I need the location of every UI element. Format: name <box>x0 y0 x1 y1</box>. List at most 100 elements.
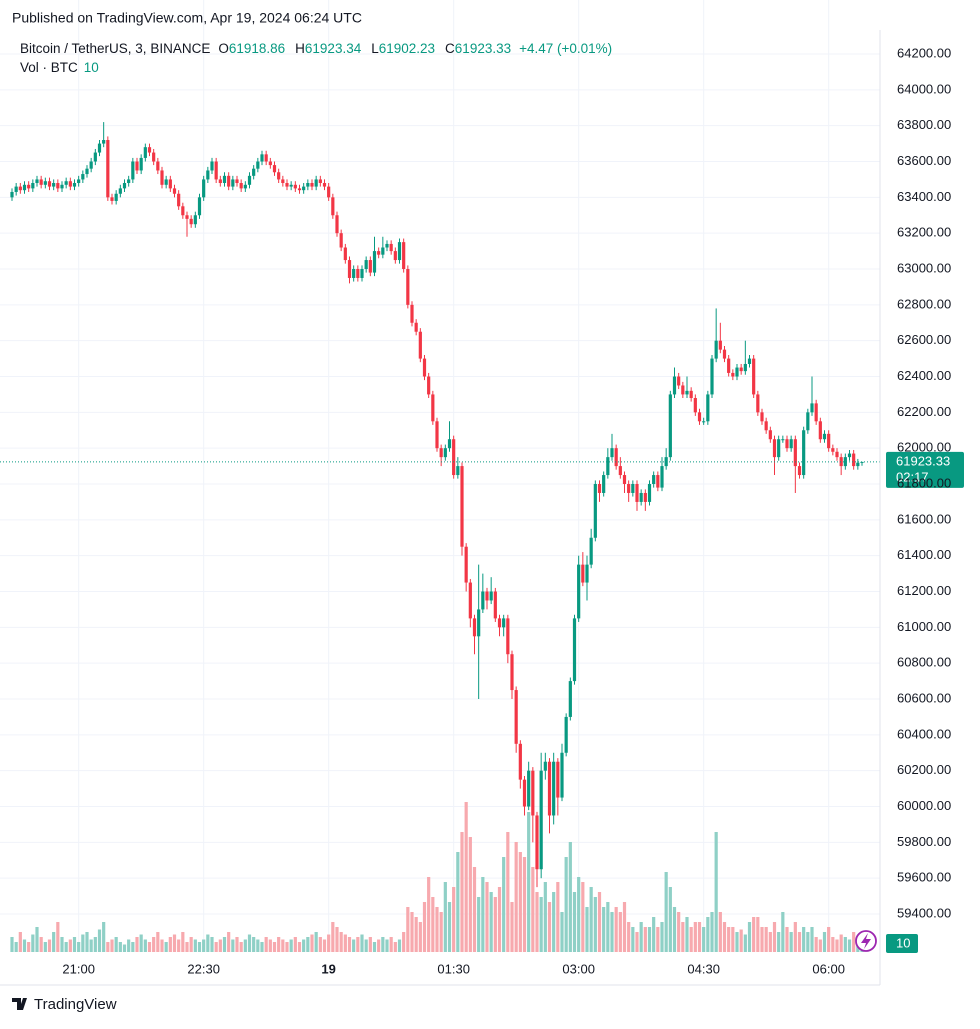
volume-bar <box>335 927 339 952</box>
volume-bar <box>802 927 806 952</box>
candle-body <box>681 385 685 395</box>
volume-bar <box>139 934 143 952</box>
candle-body <box>485 591 489 601</box>
candle-body <box>631 484 635 493</box>
candle-body <box>722 349 727 359</box>
volume-bar <box>118 942 122 952</box>
candle-body <box>772 439 777 458</box>
volume-tag <box>886 934 918 953</box>
volume-bar <box>652 917 656 952</box>
candle-body <box>593 484 597 538</box>
candle-body <box>68 181 72 187</box>
volume-bar <box>460 832 464 952</box>
candle-body <box>522 779 527 807</box>
candle-body <box>131 161 135 180</box>
candle-body <box>143 147 147 158</box>
lightning-icon[interactable] <box>855 930 877 952</box>
volume-bar <box>568 842 572 952</box>
candle-body <box>472 618 477 637</box>
volume-bar <box>739 929 743 952</box>
candle-body <box>14 186 18 192</box>
volume-bar <box>477 897 481 952</box>
volume-bar <box>343 934 347 952</box>
candle-body <box>147 147 152 153</box>
candle-body <box>152 152 156 162</box>
volume-bar <box>414 917 418 952</box>
volume-bar <box>668 887 672 952</box>
legend-ohlc: Bitcoin / TetherUS, 3, BINANCE O61918.86 H… <box>20 41 612 56</box>
candle-body <box>264 154 268 162</box>
candle-body <box>77 179 81 184</box>
volume-bar <box>685 917 689 952</box>
candle-body <box>731 372 735 377</box>
volume-bar <box>727 927 731 952</box>
volume-bar <box>331 922 335 952</box>
candle-body <box>693 398 697 413</box>
candle-body <box>22 184 27 191</box>
candle-body <box>535 815 539 870</box>
lightning-bolt[interactable] <box>861 933 871 949</box>
volume-bar <box>306 937 310 952</box>
candle-body <box>189 218 193 225</box>
volume-bar <box>622 902 627 952</box>
y-tick-label: 63400.00 <box>897 189 951 204</box>
volume-bar <box>831 937 835 952</box>
candle-body <box>389 243 393 252</box>
volume-bar <box>510 902 514 952</box>
candle-body <box>597 484 602 493</box>
volume-bar <box>610 912 614 952</box>
volume-bar <box>556 882 560 952</box>
volume-tag-value: 10 <box>896 935 910 950</box>
volume-bar <box>35 927 39 952</box>
volume-bar <box>197 942 202 952</box>
candle-body <box>647 484 652 502</box>
volume-bar <box>702 927 706 952</box>
volume-bar <box>210 937 214 952</box>
volume-bar <box>168 937 172 952</box>
candle-body <box>260 154 264 162</box>
candle-body <box>564 716 568 753</box>
volume-bar <box>56 922 60 952</box>
volume-bar <box>152 937 156 952</box>
volume-bar <box>535 892 539 952</box>
candle-body <box>672 376 677 395</box>
volume-bar <box>131 942 135 952</box>
candle-body <box>285 183 289 187</box>
candle-body <box>643 492 647 502</box>
volume-bar <box>164 942 168 952</box>
candle-body <box>747 358 752 364</box>
price-tag-countdown: 02:17 <box>896 469 929 484</box>
candle-body <box>202 179 206 198</box>
volume-bar <box>110 939 114 952</box>
volume-bar <box>397 939 402 952</box>
candle-body <box>652 475 656 485</box>
volume-bar <box>264 937 268 952</box>
volume-bar <box>768 932 772 952</box>
candle-body <box>385 243 389 248</box>
x-tick-label: 03:00 <box>562 961 595 976</box>
volume-bar <box>160 939 164 952</box>
volume-bar <box>631 927 635 952</box>
volume-bar <box>31 934 35 952</box>
candle-body <box>627 484 631 493</box>
volume-bar <box>427 877 431 952</box>
candle-body <box>806 412 810 431</box>
volume-bar <box>135 937 139 952</box>
brand-logo <box>12 998 27 1010</box>
volume-bar <box>289 939 293 952</box>
candle-body <box>793 439 797 467</box>
candle-body <box>197 197 202 216</box>
candle-body <box>827 433 831 449</box>
candle-body <box>752 358 756 395</box>
candle-body <box>714 340 718 359</box>
volume-bar <box>310 934 314 952</box>
volume-title: Vol · BTC <box>20 60 78 75</box>
y-tick-label: 60600.00 <box>897 690 951 705</box>
ohlc-value: 61923.33 <box>455 41 511 56</box>
volume-bar <box>852 932 856 952</box>
candle-body <box>610 448 614 458</box>
candle-body <box>464 546 468 583</box>
volume-bar <box>322 939 327 952</box>
ohlc-value: 61923.34 <box>305 41 362 56</box>
